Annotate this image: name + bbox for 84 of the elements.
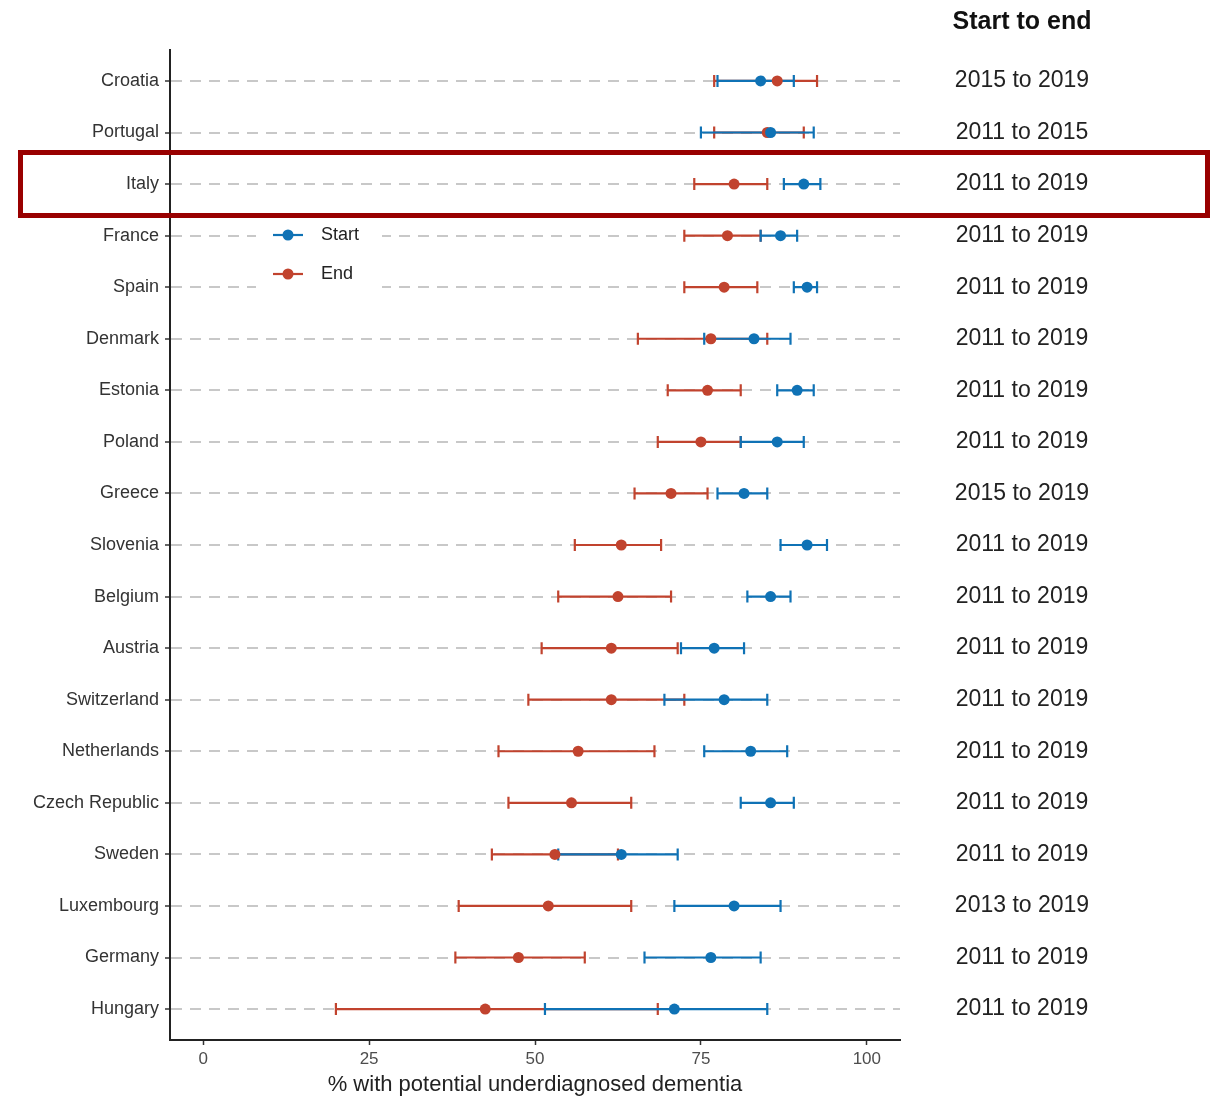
x-tick-label: 75 [691,1048,711,1068]
point [765,591,777,603]
point [665,487,677,499]
point [542,900,554,912]
legend-label: End [321,262,354,283]
point [721,230,733,242]
point [771,436,783,448]
y-tick-label: Denmark [85,327,160,348]
point [605,694,617,706]
y-tick-label: Czech Republic [32,791,159,812]
point [775,230,787,242]
y-tick-label: Croatia [100,69,160,90]
text: 2011 to 2019 [955,272,1089,299]
point [718,694,730,706]
y-tick-label: Sweden [93,843,159,864]
point [755,75,767,87]
y-tick-label: Belgium [93,585,159,606]
y-tick-label: Greece [99,482,159,503]
y-tick-label: France [102,224,159,245]
point [705,952,717,963]
point [708,642,720,654]
text: 2011 to 2019 [955,839,1089,866]
y-tick-label: Estonia [98,379,160,400]
x-tick-label: 0 [198,1048,208,1068]
text: 2011 to 2019 [955,375,1089,402]
text: 2011 to 2019 [955,942,1089,969]
text: 2011 to 2015 [955,117,1089,144]
y-tick-label: Germany [84,946,159,967]
text: 2011 to 2019 [955,169,1089,196]
y-tick-label: Poland [102,430,159,451]
point [728,900,740,912]
point [728,178,740,190]
point [615,848,627,860]
point [791,384,803,396]
point [512,952,524,963]
x-tick-label: 25 [359,1048,379,1068]
y-tick-label: Portugal [91,121,159,142]
point [695,436,707,448]
text: 2011 to 2019 [955,324,1089,351]
point [605,642,617,654]
y-tick-label: Italy [125,173,159,194]
x-tick-label: 100 [852,1048,882,1068]
point [801,539,813,551]
text: 2011 to 2019 [955,788,1089,815]
point [798,178,810,190]
point [718,281,730,293]
y-tick-label: Slovenia [89,533,160,554]
text: 2015 to 2019 [954,478,1090,505]
y-tick-label: Netherlands [61,740,159,761]
x-axis-title: % with potential underdiagnosed dementia [327,1070,744,1096]
text: Start to end [952,5,1092,34]
point [765,127,777,138]
point [705,333,717,345]
point [745,745,757,757]
point [771,75,783,87]
point [765,797,777,809]
point [549,848,561,860]
text: 2013 to 2019 [954,891,1090,918]
point [479,1003,491,1015]
text: 2011 to 2019 [955,530,1089,557]
text: 2011 to 2019 [955,427,1089,454]
y-tick-label: Luxembourg [58,894,159,915]
point [748,333,760,345]
text: 2015 to 2019 [954,66,1090,93]
text: 2011 to 2019 [955,581,1089,608]
x-tick-label: 50 [525,1048,545,1068]
y-tick-label: Spain [112,276,159,297]
text: 2011 to 2019 [955,685,1089,712]
y-tick-label: Austria [102,637,160,658]
legend-label: Start [321,223,360,244]
text: 2011 to 2019 [955,994,1089,1021]
point [738,487,750,499]
point [668,1003,680,1015]
y-tick-label: Hungary [90,998,159,1019]
point [801,281,813,293]
point [702,384,714,396]
text: 2011 to 2019 [955,220,1089,247]
point [566,797,577,809]
text: 2011 to 2019 [955,736,1089,763]
y-tick-label: Switzerland [65,688,159,709]
text: 2011 to 2019 [955,633,1089,660]
point [572,745,584,757]
point [612,591,624,603]
point [615,539,627,551]
